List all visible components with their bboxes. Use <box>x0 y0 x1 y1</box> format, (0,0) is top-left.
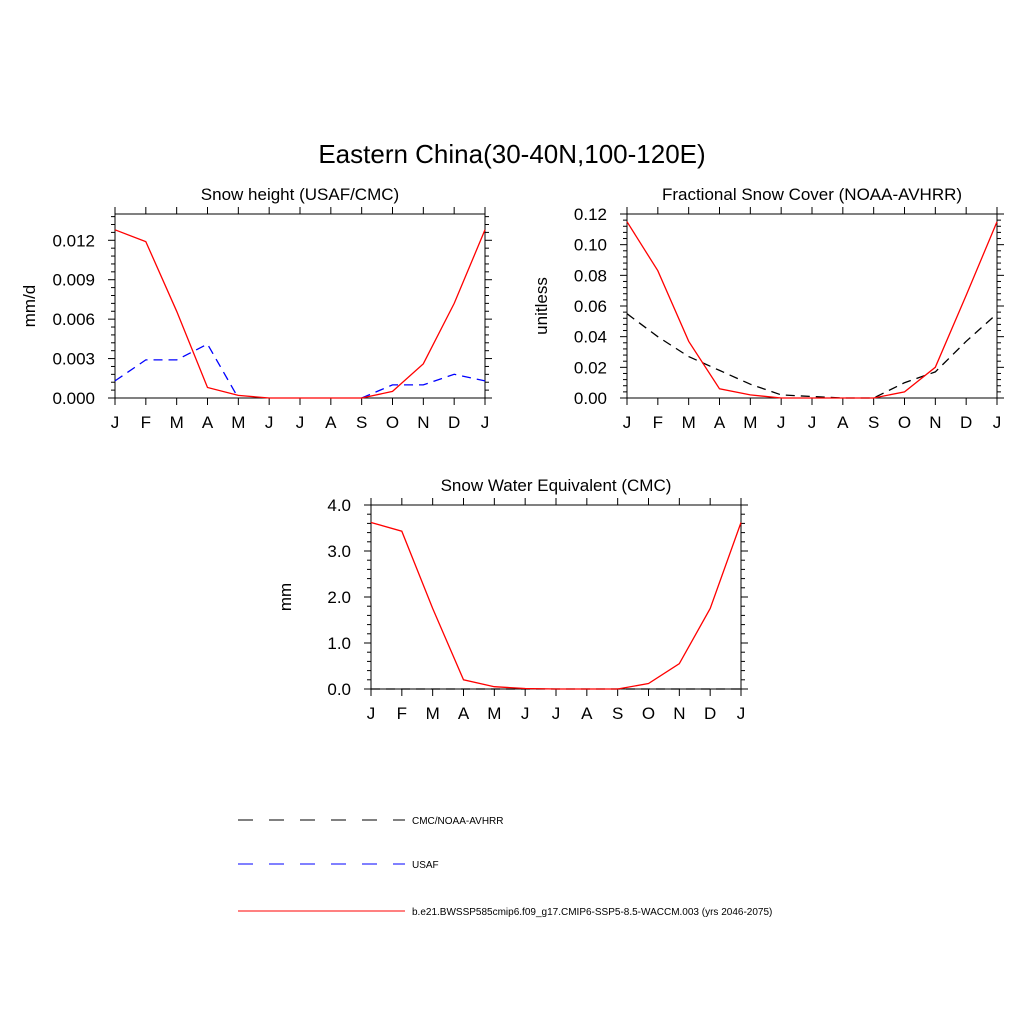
series-line-dashed <box>114 343 486 399</box>
x-tick-label: J <box>521 704 530 723</box>
x-tick-label: A <box>714 413 726 432</box>
x-tick-label: A <box>202 413 214 432</box>
series-line-solid <box>626 221 998 399</box>
x-tick-label: D <box>448 413 460 432</box>
x-tick-label: J <box>777 413 786 432</box>
x-tick-label: F <box>141 413 151 432</box>
plot-frame <box>114 213 486 399</box>
x-tick-label: S <box>612 704 623 723</box>
x-tick-label: J <box>367 704 376 723</box>
chart-panel-3: Snow Water Equivalent (CMC)mmJ F M A M J J A S O N… <box>276 476 748 723</box>
x-tick-label: M <box>426 704 440 723</box>
y-tick-label: 0.000 <box>52 389 95 408</box>
x-tick-label: J <box>993 413 1002 432</box>
series-line-solid <box>114 229 486 399</box>
legend-label: USAF <box>412 860 439 871</box>
page-title: Eastern China(30-40N,100-120E) <box>318 139 705 169</box>
y-tick-label: 0.009 <box>52 271 95 290</box>
legend-label: b.e21.BWSSP585cmip6.f09_g17.CMIP6-SSP5-8… <box>412 907 772 918</box>
x-tick-label: O <box>898 413 911 432</box>
y-tick-label: 0.012 <box>52 231 95 250</box>
x-tick-label: J <box>296 413 305 432</box>
y-tick-label: 1.0 <box>327 634 351 653</box>
x-tick-label: A <box>837 413 849 432</box>
y-tick-label: 0.10 <box>574 236 607 255</box>
y-axis-label: unitless <box>532 277 551 335</box>
x-tick-label: J <box>623 413 632 432</box>
y-axis-label: mm <box>276 583 295 611</box>
y-tick-label: 4.0 <box>327 496 351 515</box>
x-tick-label: A <box>458 704 470 723</box>
x-tick-label: M <box>170 413 184 432</box>
chart-panels: Snow height (USAF/CMC)mm/dJ F M A M J J A S O N D J0… <box>20 185 1004 723</box>
panel-title: Fractional Snow Cover (NOAA-AVHRR) <box>662 185 962 204</box>
x-tick-label: D <box>960 413 972 432</box>
x-tick-label: A <box>325 413 337 432</box>
y-tick-label: 0.02 <box>574 358 607 377</box>
chart-panel-2: Fractional Snow Cover (NOAA-AVHRR) unitle… <box>532 185 1004 432</box>
series-line-dashed <box>626 313 998 399</box>
x-tick-label: N <box>673 704 685 723</box>
y-tick-label: 0.0 <box>327 680 351 699</box>
y-tick-label: 0.04 <box>574 328 607 347</box>
legend: CMC/NOAA-AVHRR USAF b.e21.BWSSP585cmip6.f0… <box>238 816 772 918</box>
plot-frame <box>370 504 742 690</box>
x-tick-label: S <box>868 413 879 432</box>
panel-title: Snow Water Equivalent (CMC) <box>441 476 672 495</box>
legend-label: CMC/NOAA-AVHRR <box>412 816 503 827</box>
x-tick-label: F <box>653 413 663 432</box>
x-tick-label: M <box>231 413 245 432</box>
x-tick-label: M <box>743 413 757 432</box>
x-tick-label: O <box>642 704 655 723</box>
x-tick-label: M <box>487 704 501 723</box>
y-tick-label: 0.12 <box>574 205 607 224</box>
y-tick-label: 0.06 <box>574 297 607 316</box>
y-tick-label: 0.006 <box>52 310 95 329</box>
x-tick-label: J <box>552 704 561 723</box>
y-tick-label: 0.003 <box>52 350 95 369</box>
x-tick-label: J <box>808 413 817 432</box>
series-line-solid <box>370 521 742 690</box>
chart-panel-1: Snow height (USAF/CMC)mm/dJ F M A M J J A S O N D J0… <box>20 185 492 432</box>
x-tick-label: O <box>386 413 399 432</box>
y-tick-label: 0.08 <box>574 266 607 285</box>
x-tick-label: A <box>581 704 593 723</box>
x-tick-label: N <box>929 413 941 432</box>
x-tick-label: J <box>111 413 120 432</box>
plot-frame <box>626 213 998 399</box>
y-tick-label: 2.0 <box>327 588 351 607</box>
y-tick-label: 0.00 <box>574 389 607 408</box>
x-tick-label: F <box>397 704 407 723</box>
x-tick-label: N <box>417 413 429 432</box>
y-tick-label: 3.0 <box>327 542 351 561</box>
y-axis-label: mm/d <box>20 285 39 328</box>
x-tick-label: M <box>682 413 696 432</box>
panel-title: Snow height (USAF/CMC) <box>201 185 399 204</box>
x-tick-label: J <box>481 413 490 432</box>
x-tick-label: S <box>356 413 367 432</box>
x-tick-label: J <box>737 704 746 723</box>
x-tick-label: D <box>704 704 716 723</box>
x-tick-label: J <box>265 413 274 432</box>
